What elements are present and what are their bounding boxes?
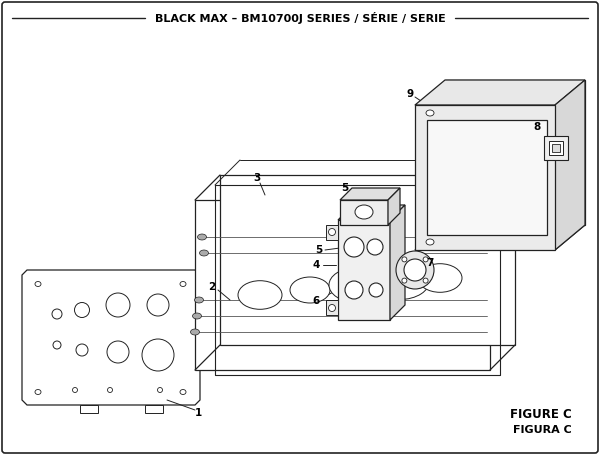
- Ellipse shape: [426, 239, 434, 245]
- Polygon shape: [388, 188, 400, 225]
- Text: 7: 7: [427, 258, 434, 268]
- Polygon shape: [195, 200, 490, 370]
- Ellipse shape: [35, 282, 41, 287]
- Ellipse shape: [53, 341, 61, 349]
- Text: 1: 1: [194, 408, 202, 418]
- Ellipse shape: [76, 344, 88, 356]
- Polygon shape: [340, 188, 400, 200]
- Ellipse shape: [344, 237, 364, 257]
- Ellipse shape: [199, 250, 209, 256]
- Ellipse shape: [180, 282, 186, 287]
- Ellipse shape: [355, 205, 373, 219]
- Polygon shape: [338, 220, 390, 320]
- Ellipse shape: [180, 389, 186, 394]
- Ellipse shape: [329, 304, 335, 312]
- Polygon shape: [415, 225, 585, 250]
- Polygon shape: [427, 120, 547, 235]
- Ellipse shape: [35, 389, 41, 394]
- Text: BLACK MAX – BM10700J SERIES / SÉRIE / SERIE: BLACK MAX – BM10700J SERIES / SÉRIE / SE…: [155, 12, 445, 24]
- Ellipse shape: [107, 341, 129, 363]
- Bar: [549, 141, 563, 155]
- Ellipse shape: [345, 281, 363, 299]
- Polygon shape: [220, 175, 515, 345]
- Text: 5: 5: [341, 183, 349, 193]
- Ellipse shape: [329, 268, 381, 302]
- Ellipse shape: [396, 251, 434, 289]
- Ellipse shape: [370, 261, 430, 299]
- Ellipse shape: [194, 297, 203, 303]
- Polygon shape: [145, 405, 163, 413]
- Ellipse shape: [142, 339, 174, 371]
- Ellipse shape: [402, 278, 407, 283]
- Ellipse shape: [191, 329, 199, 335]
- Text: 5: 5: [316, 245, 323, 255]
- Ellipse shape: [157, 388, 163, 393]
- Polygon shape: [340, 200, 388, 225]
- Ellipse shape: [107, 388, 113, 393]
- Text: 3: 3: [253, 173, 260, 183]
- Ellipse shape: [418, 264, 462, 292]
- Ellipse shape: [74, 303, 89, 318]
- Text: 9: 9: [406, 89, 413, 99]
- Polygon shape: [326, 225, 338, 240]
- Bar: [552, 144, 560, 152]
- Ellipse shape: [147, 294, 169, 316]
- Polygon shape: [326, 300, 338, 315]
- Polygon shape: [445, 80, 585, 225]
- Ellipse shape: [193, 313, 202, 319]
- Ellipse shape: [238, 281, 282, 309]
- Polygon shape: [415, 105, 555, 250]
- Ellipse shape: [402, 257, 407, 262]
- Ellipse shape: [329, 228, 335, 236]
- Ellipse shape: [426, 110, 434, 116]
- Ellipse shape: [369, 283, 383, 297]
- Text: 2: 2: [208, 282, 215, 292]
- Polygon shape: [390, 205, 405, 320]
- Ellipse shape: [106, 293, 130, 317]
- Ellipse shape: [290, 277, 330, 303]
- Polygon shape: [544, 136, 568, 160]
- Polygon shape: [555, 80, 585, 250]
- Polygon shape: [22, 270, 200, 405]
- Ellipse shape: [423, 278, 428, 283]
- Ellipse shape: [367, 239, 383, 255]
- Ellipse shape: [404, 259, 426, 281]
- Polygon shape: [415, 80, 585, 105]
- Ellipse shape: [423, 257, 428, 262]
- Text: FIGURE C: FIGURE C: [510, 409, 572, 421]
- Ellipse shape: [197, 234, 206, 240]
- Text: 4: 4: [313, 260, 320, 270]
- Text: FIGURA C: FIGURA C: [513, 425, 572, 435]
- Ellipse shape: [73, 388, 77, 393]
- Ellipse shape: [52, 309, 62, 319]
- Text: 8: 8: [533, 122, 541, 132]
- Polygon shape: [80, 405, 98, 413]
- Text: 6: 6: [313, 296, 320, 306]
- Polygon shape: [338, 205, 405, 220]
